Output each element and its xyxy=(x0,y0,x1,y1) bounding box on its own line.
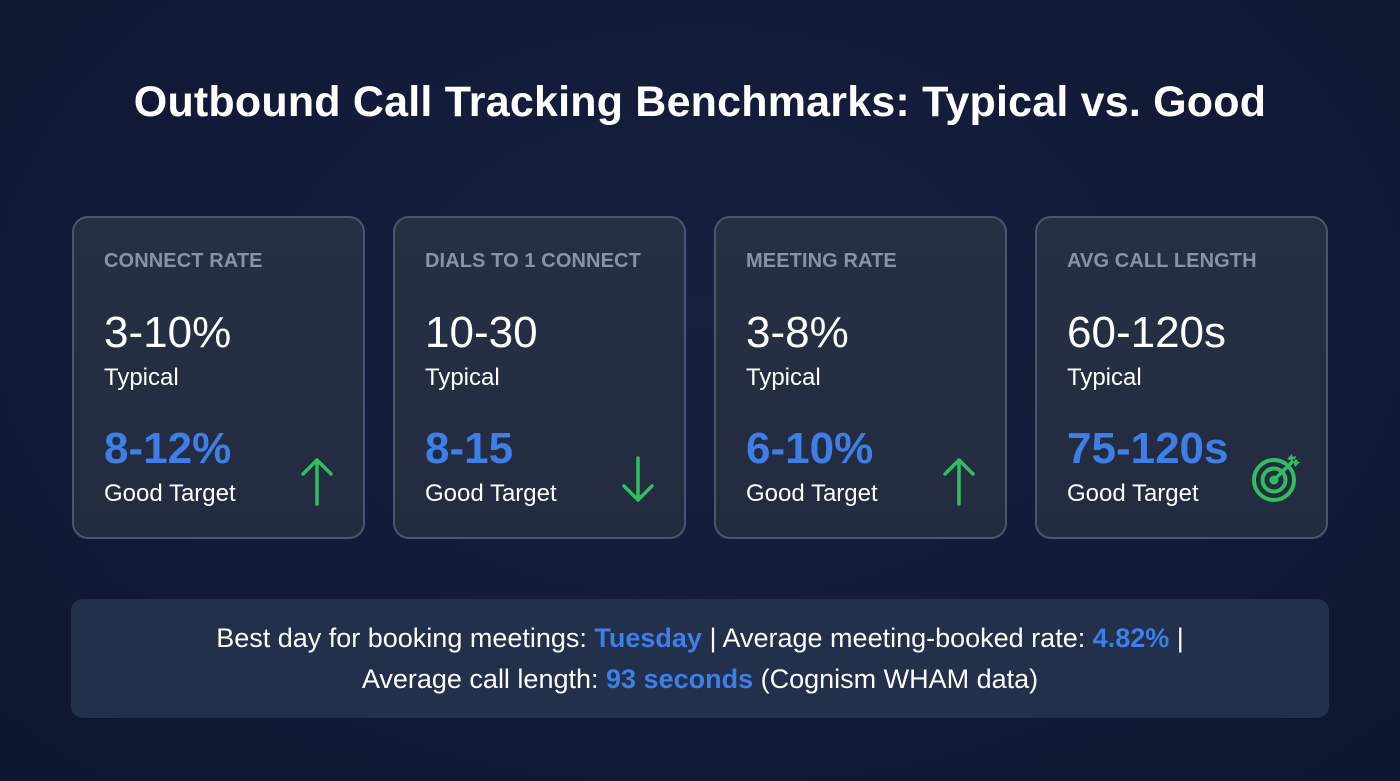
typical-value: 60-120s xyxy=(1067,308,1227,357)
target-icon xyxy=(1252,454,1300,502)
arrow-up-icon xyxy=(943,458,975,506)
summary-line-1: Best day for booking meetings: Tuesday |… xyxy=(71,618,1329,659)
call-length-value: 93 seconds xyxy=(606,664,754,694)
good-target-label: Good Target xyxy=(104,480,236,507)
good-target-label: Good Target xyxy=(746,480,878,507)
card-meeting-rate: MEETING RATE 3-8% Typical 6-10% Good Tar… xyxy=(714,216,1007,539)
page-title: Outbound Call Tracking Benchmarks: Typic… xyxy=(133,78,1267,126)
typical-value: 10-30 xyxy=(425,308,538,357)
summary-line-2: Average call length: 93 seconds (Cognism… xyxy=(71,659,1329,700)
card-avg-call-length: AVG CALL LENGTH 60-120s Typical 75-120s … xyxy=(1035,216,1328,539)
summary-banner: Best day for booking meetings: Tuesday |… xyxy=(71,599,1329,718)
good-target-value: 8-12% xyxy=(104,424,232,473)
typical-label: Typical xyxy=(746,364,821,391)
good-target-value: 6-10% xyxy=(746,424,874,473)
summary-text: (Cognism WHAM data) xyxy=(753,664,1039,694)
summary-text: Best day for booking meetings: xyxy=(216,623,595,653)
typical-label: Typical xyxy=(1067,364,1142,391)
card-label: CONNECT RATE xyxy=(104,250,263,272)
typical-value: 3-10% xyxy=(104,308,232,357)
summary-text: Average call length: xyxy=(361,664,607,694)
card-label: MEETING RATE xyxy=(746,250,897,272)
good-target-value: 8-15 xyxy=(425,424,514,473)
typical-label: Typical xyxy=(425,364,500,391)
card-dials-to-connect: DIALS TO 1 CONNECT 10-30 Typical 8-15 Go… xyxy=(393,216,686,539)
typical-value: 3-8% xyxy=(746,308,849,357)
good-target-label: Good Target xyxy=(425,480,557,507)
arrow-down-icon xyxy=(622,456,654,502)
typical-label: Typical xyxy=(104,364,179,391)
card-label: DIALS TO 1 CONNECT xyxy=(425,250,641,272)
benchmark-cards: CONNECT RATE 3-10% Typical 8-12% Good Ta… xyxy=(72,216,1328,540)
best-day-value: Tuesday xyxy=(594,623,702,653)
arrow-up-icon xyxy=(301,458,333,506)
booked-rate-value: 4.82% xyxy=(1092,623,1170,653)
card-connect-rate: CONNECT RATE 3-10% Typical 8-12% Good Ta… xyxy=(72,216,365,539)
summary-text: | xyxy=(1169,623,1184,653)
card-label: AVG CALL LENGTH xyxy=(1067,250,1257,272)
good-target-value: 75-120s xyxy=(1067,424,1229,473)
good-target-label: Good Target xyxy=(1067,480,1199,507)
summary-text: | Average meeting-booked rate: xyxy=(701,623,1093,653)
